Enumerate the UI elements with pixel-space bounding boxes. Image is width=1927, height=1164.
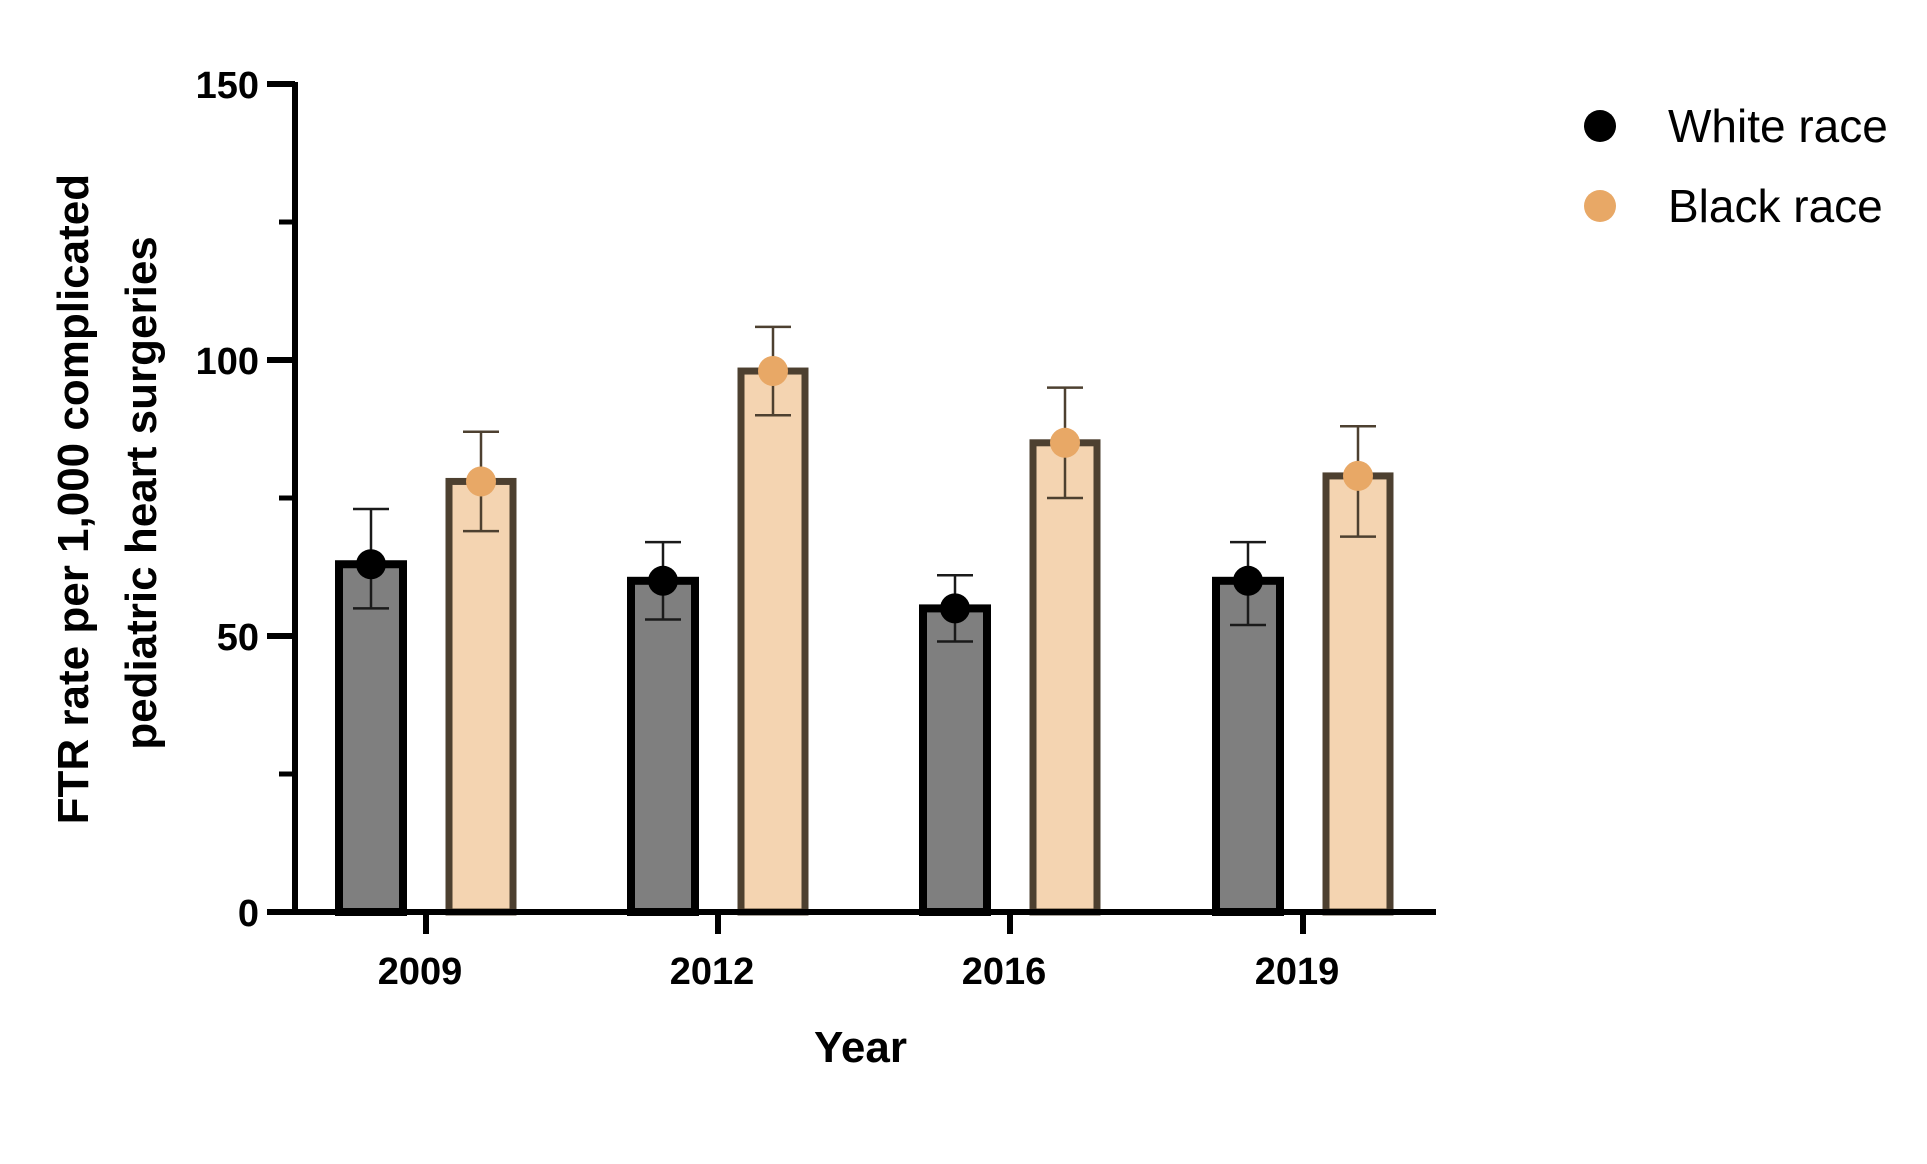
point-white-2019 bbox=[1233, 565, 1263, 596]
bar-black-2019 bbox=[1322, 472, 1394, 916]
bar-black-2016 bbox=[1029, 439, 1101, 916]
y-tick-label-0: 0 bbox=[238, 893, 259, 935]
axes-layer: 0 50 100 150 2009 2012 2016 2019 bbox=[196, 65, 1436, 993]
point-black-2012 bbox=[758, 356, 788, 387]
x-tick-label-2016: 2016 bbox=[962, 951, 1047, 993]
labels-layer: Year FTR rate per 1,000 complicated pedi… bbox=[49, 162, 907, 1072]
legend: White race Black race bbox=[1584, 100, 1888, 232]
y-tick-label-100: 100 bbox=[196, 341, 259, 383]
bar-white-2012 bbox=[627, 576, 699, 916]
y-tick-label-150: 150 bbox=[196, 65, 259, 107]
bar-black-2009 bbox=[445, 477, 517, 916]
bar-white-2016 bbox=[919, 604, 991, 917]
point-white-2012 bbox=[648, 565, 678, 596]
x-axis-title: Year bbox=[814, 1023, 907, 1072]
bar-white-2019 bbox=[1212, 576, 1284, 916]
bar-black-2012 bbox=[737, 367, 809, 916]
legend-marker-white bbox=[1584, 110, 1616, 142]
point-black-2019 bbox=[1343, 460, 1373, 491]
point-white-2016 bbox=[940, 593, 970, 624]
legend-label-white: White race bbox=[1668, 100, 1888, 152]
y-axis-title-line-1: FTR rate per 1,000 complicated bbox=[49, 174, 98, 824]
legend-label-black: Black race bbox=[1668, 180, 1883, 232]
point-black-2009 bbox=[466, 466, 496, 497]
x-tick-label-2019: 2019 bbox=[1255, 951, 1340, 993]
legend-marker-black bbox=[1584, 190, 1616, 222]
y-tick-label-50: 50 bbox=[217, 617, 259, 659]
y-axis-title: FTR rate per 1,000 complicated pediatric… bbox=[49, 162, 166, 825]
legend-item-black: Black race bbox=[1584, 180, 1883, 232]
y-axis-title-line-2: pediatric heart surgeries bbox=[117, 236, 166, 750]
point-black-2016 bbox=[1050, 427, 1080, 458]
legend-item-white: White race bbox=[1584, 100, 1888, 152]
x-tick-label-2012: 2012 bbox=[670, 951, 755, 993]
bars-layer bbox=[335, 367, 1394, 917]
point-white-2009 bbox=[356, 549, 386, 580]
markers-layer bbox=[356, 356, 1373, 624]
bar-white-2009 bbox=[335, 560, 407, 916]
x-tick-label-2009: 2009 bbox=[378, 951, 463, 993]
